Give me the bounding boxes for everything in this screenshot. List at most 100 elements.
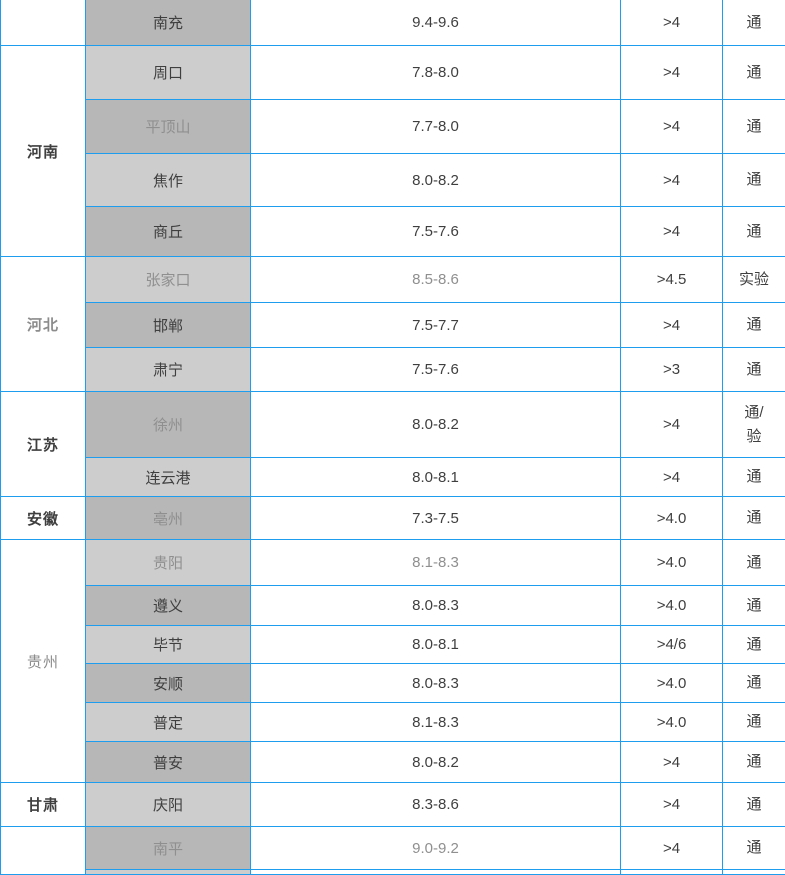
price-cell: 8.0-8.2 bbox=[250, 741, 621, 783]
spec-cell: >4.0 bbox=[620, 496, 723, 540]
city-cell: 周口 bbox=[85, 45, 251, 100]
status-cell: 通 bbox=[722, 539, 785, 586]
table-row: 贵州 贵阳 8.1-8.3 >4.0 通 bbox=[0, 539, 785, 783]
price-cell: 7.7-8.0 bbox=[250, 99, 621, 154]
price-cell: 7.5-7.7 bbox=[250, 302, 621, 348]
spec-cell bbox=[620, 869, 723, 875]
province-cell: 贵州 bbox=[0, 539, 86, 783]
province-cell: 安徽 bbox=[0, 496, 86, 540]
city-cell: 张家口 bbox=[85, 256, 251, 303]
status-cell: 通 bbox=[722, 496, 785, 540]
status-cell: 通 bbox=[722, 0, 785, 46]
price-cell: 8.1-8.3 bbox=[250, 539, 621, 586]
city-cell: 徐州 bbox=[85, 391, 251, 458]
status-cell: 通 bbox=[722, 663, 785, 703]
spec-cell: >4 bbox=[620, 45, 723, 100]
price-cell: 9.0-9.2 bbox=[250, 826, 621, 870]
table-row: 商丘 7.5-7.6 >4 通 bbox=[1, 206, 785, 257]
province-cell bbox=[0, 0, 86, 46]
table-row: 安顺 8.0-8.3 >4.0 通 bbox=[1, 663, 785, 703]
province-cell: 河南 bbox=[0, 45, 86, 257]
table-row: 河北 张家口 8.5-8.6 >4.5 实验 bbox=[0, 256, 785, 392]
city-cell: 普定 bbox=[85, 702, 251, 742]
price-cell: 8.0-8.1 bbox=[250, 457, 621, 497]
price-cell: 8.0-8.3 bbox=[250, 585, 621, 626]
price-cell: 7.8-8.0 bbox=[250, 45, 621, 100]
spec-cell: >4 bbox=[620, 782, 723, 827]
city-cell: 肃宁 bbox=[85, 347, 251, 392]
spec-cell: >4 bbox=[620, 302, 723, 348]
status-cell: 实验 bbox=[722, 256, 785, 303]
status-cell: 通/ 验 bbox=[722, 391, 785, 458]
city-cell: 遵义 bbox=[85, 585, 251, 626]
table-row: 连云港 8.0-8.1 >4 通 bbox=[1, 457, 785, 497]
status-cell: 通 bbox=[722, 302, 785, 348]
spec-cell: >4 bbox=[620, 99, 723, 154]
price-cell: 7.5-7.6 bbox=[250, 206, 621, 257]
table-row: 甘肃 庆阳 8.3-8.6 >4 通 bbox=[0, 782, 785, 827]
spec-cell: >4 bbox=[620, 0, 723, 46]
province-cell bbox=[0, 826, 86, 875]
table-row: 焦作 8.0-8.2 >4 通 bbox=[1, 153, 785, 207]
province-cell: 甘肃 bbox=[0, 782, 86, 827]
status-cell: 通 bbox=[722, 99, 785, 154]
city-cell: 贵阳 bbox=[85, 539, 251, 586]
table-row: 普定 8.1-8.3 >4.0 通 bbox=[1, 702, 785, 742]
table-row: 安徽 亳州 7.3-7.5 >4.0 通 bbox=[0, 496, 785, 540]
table-row: 遵义 8.0-8.3 >4.0 通 bbox=[1, 585, 785, 626]
price-cell: 8.0-8.1 bbox=[250, 625, 621, 664]
price-cell bbox=[250, 869, 621, 875]
status-cell bbox=[722, 869, 785, 875]
city-cell: 庆阳 bbox=[85, 782, 251, 827]
price-cell: 8.0-8.2 bbox=[250, 391, 621, 458]
status-cell: 通 bbox=[722, 782, 785, 827]
price-cell: 8.5-8.6 bbox=[250, 256, 621, 303]
price-cell: 8.0-8.2 bbox=[250, 153, 621, 207]
spec-cell: >4 bbox=[620, 206, 723, 257]
city-cell: 毕节 bbox=[85, 625, 251, 664]
spec-cell: >3 bbox=[620, 347, 723, 392]
status-cell: 通 bbox=[722, 826, 785, 870]
city-cell: 南充 bbox=[85, 0, 251, 46]
spec-cell: >4 bbox=[620, 153, 723, 207]
city-cell: 安顺 bbox=[85, 663, 251, 703]
province-cell: 河北 bbox=[0, 256, 86, 392]
city-cell: 商丘 bbox=[85, 206, 251, 257]
table-row: 邯郸 7.5-7.7 >4 通 bbox=[1, 302, 785, 348]
status-cell: 通 bbox=[722, 347, 785, 392]
price-cell: 8.0-8.3 bbox=[250, 663, 621, 703]
status-cell: 通 bbox=[722, 741, 785, 783]
city-cell bbox=[85, 869, 251, 875]
status-cell: 通 bbox=[722, 457, 785, 497]
spec-cell: >4.0 bbox=[620, 663, 723, 703]
table-row: 平顶山 7.7-8.0 >4 通 bbox=[1, 99, 785, 154]
city-cell: 普安 bbox=[85, 741, 251, 783]
city-cell: 焦作 bbox=[85, 153, 251, 207]
price-cell: 9.4-9.6 bbox=[250, 0, 621, 46]
price-cell: 8.3-8.6 bbox=[250, 782, 621, 827]
table-row: 普安 8.0-8.2 >4 通 bbox=[1, 741, 785, 783]
table-row: 南充 9.4-9.6 >4 通 bbox=[0, 0, 785, 46]
city-cell: 连云港 bbox=[85, 457, 251, 497]
spec-cell: >4.0 bbox=[620, 539, 723, 586]
status-cell: 通 bbox=[722, 585, 785, 626]
province-cell: 江苏 bbox=[0, 391, 86, 497]
table-row: 南平 9.0-9.2 >4 通 bbox=[0, 826, 785, 875]
spec-cell: >4 bbox=[620, 457, 723, 497]
status-cell: 通 bbox=[722, 702, 785, 742]
status-cell: 通 bbox=[722, 206, 785, 257]
table-row: 河南 周口 7.8-8.0 >4 通 bbox=[0, 45, 785, 257]
spec-cell: >4 bbox=[620, 826, 723, 870]
price-cell: 7.5-7.6 bbox=[250, 347, 621, 392]
spec-cell: >4/6 bbox=[620, 625, 723, 664]
spec-cell: >4.0 bbox=[620, 585, 723, 626]
table-row: 毕节 8.0-8.1 >4/6 通 bbox=[1, 625, 785, 664]
price-cell: 7.3-7.5 bbox=[250, 496, 621, 540]
spec-cell: >4.0 bbox=[620, 702, 723, 742]
status-cell: 通 bbox=[722, 625, 785, 664]
table-row: 江苏 徐州 8.0-8.2 >4 通/ 验 bbox=[0, 391, 785, 497]
city-cell: 南平 bbox=[85, 826, 251, 870]
